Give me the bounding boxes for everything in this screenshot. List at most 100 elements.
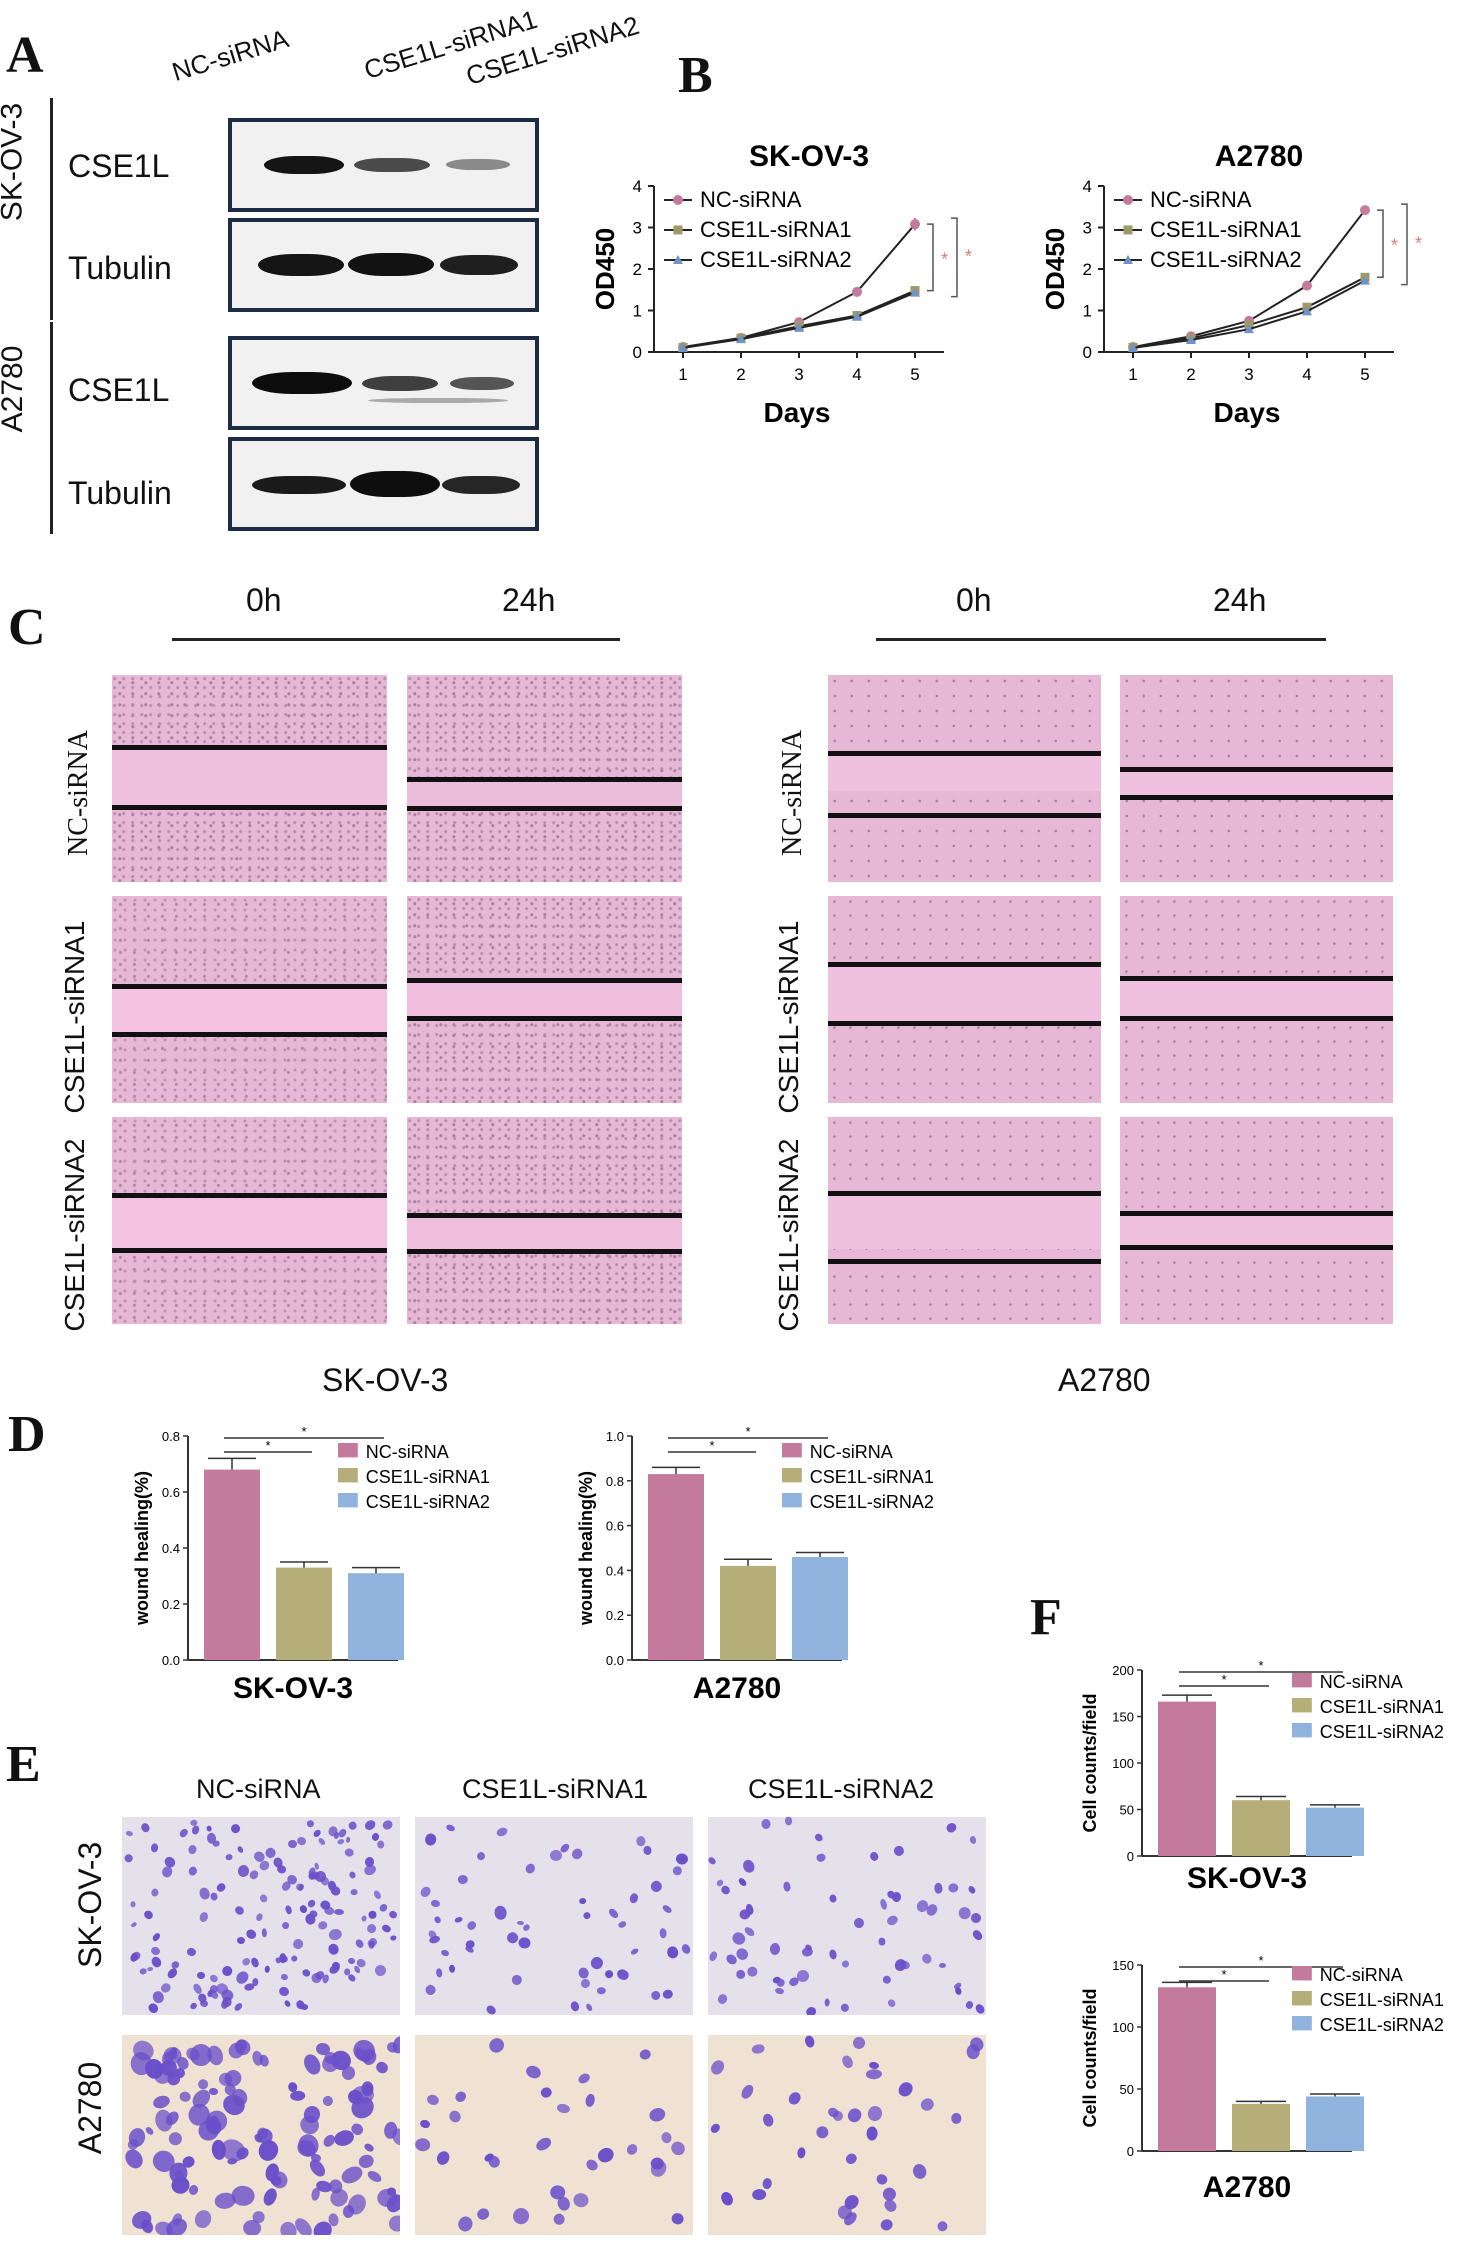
stained-cell — [150, 1887, 159, 1898]
stained-cell — [205, 1824, 213, 1832]
stained-cell — [572, 2191, 590, 2209]
stained-cell — [584, 2092, 596, 2108]
cellline-label-skov3: SK-OV-3 — [0, 102, 29, 222]
stained-cell — [365, 1921, 378, 1935]
stained-cell — [660, 2130, 673, 2145]
stained-cell — [276, 1864, 287, 1875]
transwell-image — [415, 1817, 693, 2015]
stained-cell — [280, 1973, 289, 1981]
stained-cell — [944, 1821, 959, 1835]
scratch-image — [828, 896, 1101, 1103]
stained-cell — [187, 2183, 200, 2197]
stained-cell — [628, 1891, 640, 1904]
stained-cell — [521, 1923, 531, 1933]
scratch-image — [112, 896, 387, 1103]
stained-cell — [588, 1954, 606, 1972]
stained-cell — [205, 2043, 227, 2068]
legend-marker — [673, 255, 683, 264]
scratch-image — [112, 675, 387, 882]
stained-cell — [378, 1902, 390, 1914]
bar — [276, 1567, 332, 1660]
stained-cell — [954, 1986, 964, 1997]
x-tick-label: 2 — [1186, 365, 1195, 384]
transwell-image — [122, 2035, 400, 2235]
legend-label: NC-siRNA — [810, 1442, 893, 1462]
significance-mark: * — [265, 1438, 270, 1453]
stained-cell — [191, 2207, 214, 2231]
y-tick-label: 3 — [1083, 219, 1092, 238]
legend-marker — [673, 195, 683, 205]
scratch-image — [828, 1117, 1101, 1324]
stained-cell — [675, 1853, 689, 1866]
stained-cell — [841, 1960, 850, 1969]
stained-cell — [387, 1909, 399, 1920]
x-tick-label: 5 — [910, 365, 919, 384]
stained-cell — [879, 1897, 889, 1910]
stained-cell — [895, 2079, 916, 2100]
stained-cell — [670, 2212, 686, 2227]
y-tick-label: 0.2 — [606, 1608, 624, 1623]
data-point — [852, 311, 862, 321]
stained-cell — [317, 1837, 327, 1846]
bar — [1232, 2103, 1290, 2151]
chart-title: SK-OV-3 — [749, 140, 869, 173]
legend-marker — [673, 225, 683, 235]
stained-cell — [365, 2168, 384, 2185]
stained-cell — [540, 2086, 554, 2100]
stained-cell — [363, 1818, 378, 1832]
stained-cell — [524, 2063, 543, 2080]
stained-cell — [229, 1822, 242, 1835]
legend-label: CSE1L-siRNA2 — [1320, 1722, 1444, 1742]
y-tick-label: 4 — [633, 177, 642, 196]
y-tick-label: 1 — [1083, 302, 1092, 321]
lane-label-nc: NC-siRNA — [168, 23, 292, 87]
scratch-row-label: CSE1L-siRNA1 — [773, 920, 804, 1114]
data-point — [1186, 334, 1196, 344]
stained-cell — [879, 2218, 895, 2233]
stained-cell — [466, 1920, 479, 1933]
stained-cell — [486, 2035, 507, 2056]
stained-cell — [733, 1967, 748, 1982]
data-point — [1360, 275, 1370, 285]
stained-cell — [797, 2147, 807, 2160]
scratch-caption: A2780 — [1058, 1362, 1151, 1398]
legend-swatch — [338, 1493, 358, 1508]
stained-cell — [208, 1973, 220, 1984]
legend-label: NC-siRNA — [1150, 187, 1252, 212]
y-tick-label: 0.2 — [162, 1597, 180, 1612]
y-axis-label: OD450 — [1040, 228, 1070, 310]
data-point — [910, 287, 920, 297]
stained-cell — [671, 1864, 684, 1877]
stained-cell — [642, 1845, 652, 1856]
stained-cell — [238, 1865, 250, 1878]
stained-cell — [261, 1928, 267, 1937]
legend-swatch — [338, 1443, 358, 1458]
legend-swatch — [1292, 1991, 1312, 2006]
y-tick-label: 0.0 — [606, 1653, 624, 1668]
y-axis-label: OD450 — [590, 228, 620, 310]
legend-label: CSE1L-siRNA1 — [1320, 1990, 1444, 2010]
stained-cell — [719, 1883, 733, 1896]
stained-cell — [198, 1911, 210, 1924]
y-tick-label: 3 — [633, 219, 642, 238]
stained-cell — [494, 1905, 508, 1921]
significance-mark: * — [1258, 1658, 1263, 1673]
x-tick-label: 4 — [1302, 365, 1311, 384]
stained-cell — [751, 2188, 767, 2201]
bar — [1158, 1987, 1216, 2151]
stained-cell — [244, 1927, 258, 1941]
stained-cell — [305, 1819, 315, 1829]
time-label: 0h — [956, 582, 992, 618]
legend-label: NC-siRNA — [366, 1442, 449, 1462]
stained-cell — [348, 1870, 357, 1880]
y-tick-label: 0.0 — [162, 1653, 180, 1668]
stained-cell — [423, 1983, 438, 1997]
stained-cell — [785, 2090, 804, 2108]
stained-cell — [125, 1829, 134, 1837]
stained-cell — [236, 1845, 244, 1854]
stained-cell — [958, 1905, 972, 1920]
bar — [204, 1469, 260, 1660]
data-point — [1360, 205, 1370, 216]
stained-cell — [187, 1844, 198, 1856]
data-point — [910, 219, 920, 230]
